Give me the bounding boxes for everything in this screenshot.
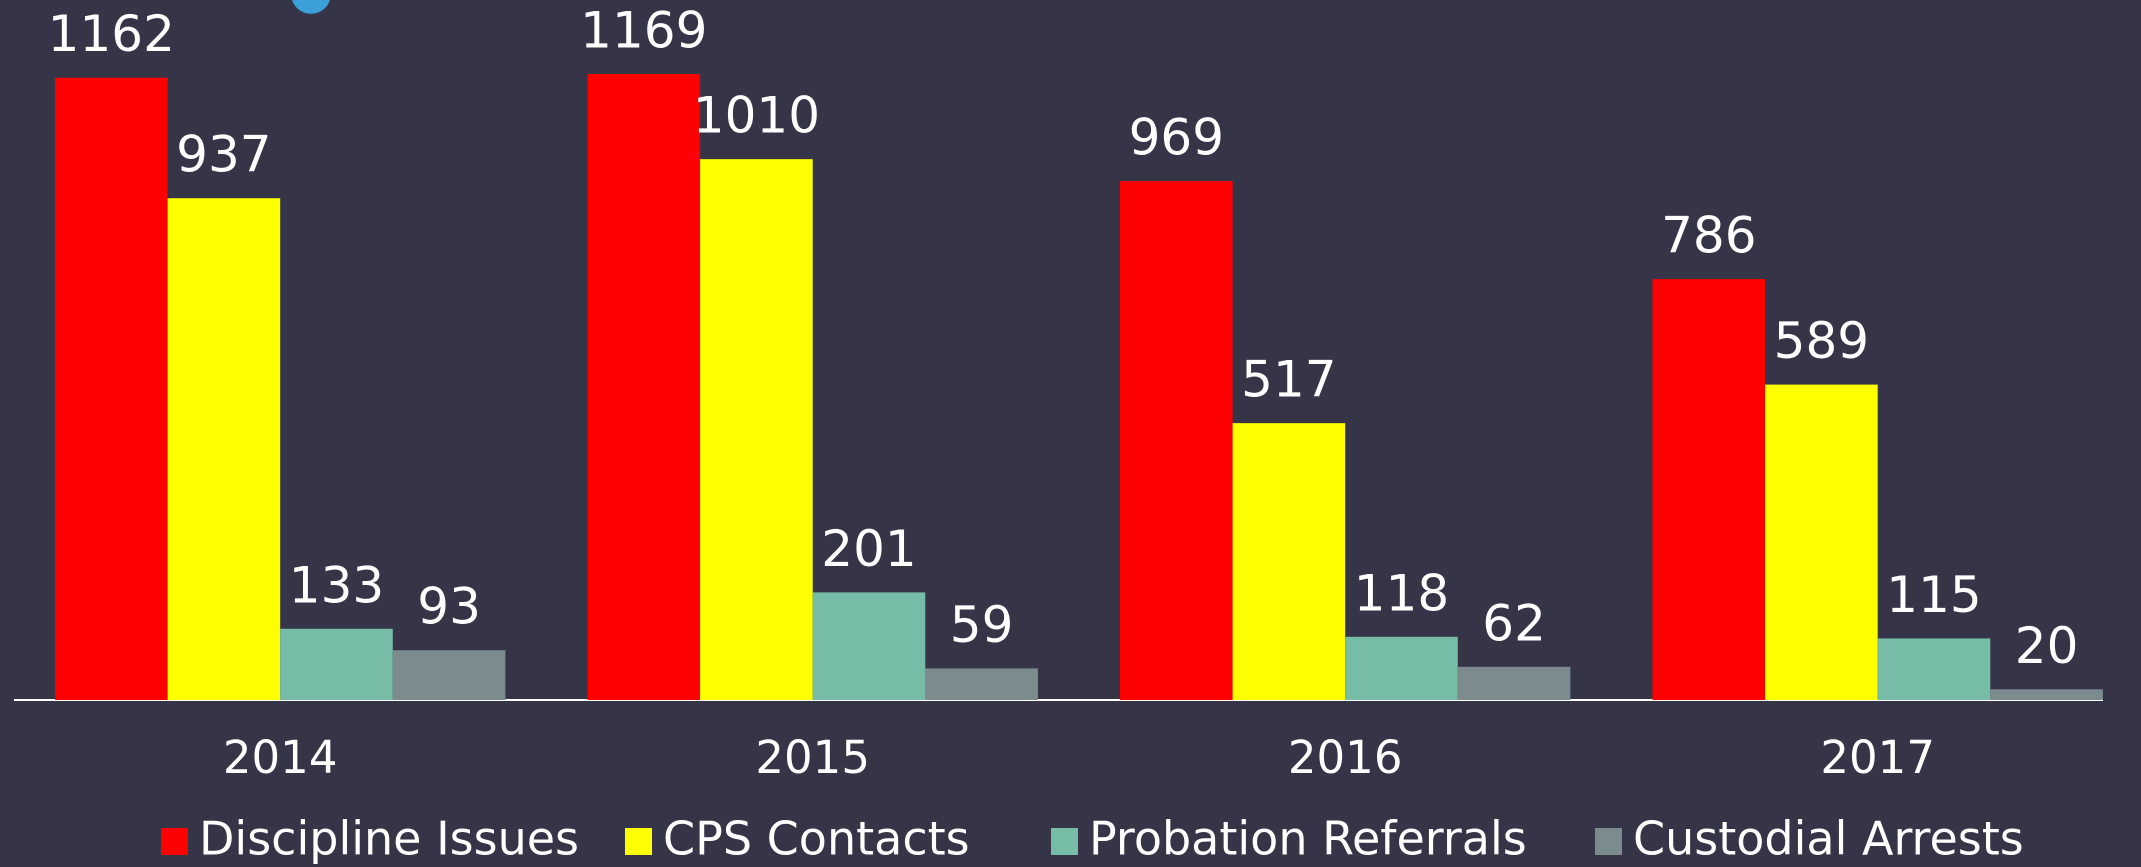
legend-swatch — [1595, 828, 1622, 855]
legend-swatch — [625, 828, 652, 855]
data-label: 133 — [289, 556, 384, 614]
data-label: 969 — [1129, 109, 1224, 167]
bar — [925, 668, 1038, 700]
bar — [1457, 666, 1571, 700]
data-label: 118 — [1354, 564, 1449, 622]
data-label: 20 — [2015, 617, 2079, 675]
data-label: 517 — [1241, 351, 1336, 409]
data-label: 1010 — [693, 87, 820, 145]
bar — [700, 159, 813, 701]
bar — [392, 650, 506, 700]
data-label: 937 — [176, 126, 271, 184]
legend-swatch — [161, 828, 188, 855]
bar — [587, 74, 701, 700]
bar — [280, 628, 393, 700]
data-label: 115 — [1886, 566, 1981, 624]
x-tick-label: 2016 — [1288, 731, 1403, 784]
bar — [1652, 279, 1766, 700]
x-tick-label: 2015 — [755, 731, 870, 784]
data-label: 59 — [950, 596, 1014, 654]
legend-label: Probation Referrals — [1089, 812, 1527, 866]
bar — [1765, 384, 1878, 700]
x-tick-label: 2014 — [223, 731, 338, 784]
bar — [1345, 636, 1458, 700]
data-label: 201 — [821, 520, 916, 578]
bar — [1877, 638, 1991, 700]
bar — [1120, 181, 1233, 700]
bar — [167, 198, 281, 701]
legend-label: Discipline Issues — [199, 812, 579, 866]
bar — [1232, 423, 1346, 700]
bar — [55, 77, 168, 700]
legend-label: Custodial Arrests — [1633, 812, 2024, 866]
bar — [812, 592, 926, 700]
x-tick-label: 2017 — [1820, 731, 1935, 784]
data-label: 1162 — [48, 5, 175, 63]
data-label: 589 — [1774, 312, 1869, 370]
legend-label: CPS Contacts — [663, 812, 970, 866]
decoration — [292, 0, 330, 14]
data-label: 62 — [1482, 594, 1546, 652]
data-label: 93 — [417, 578, 481, 636]
data-label: 1169 — [580, 2, 707, 60]
bar — [1990, 689, 2103, 700]
legend-swatch — [1051, 828, 1078, 855]
data-label: 786 — [1661, 207, 1756, 265]
